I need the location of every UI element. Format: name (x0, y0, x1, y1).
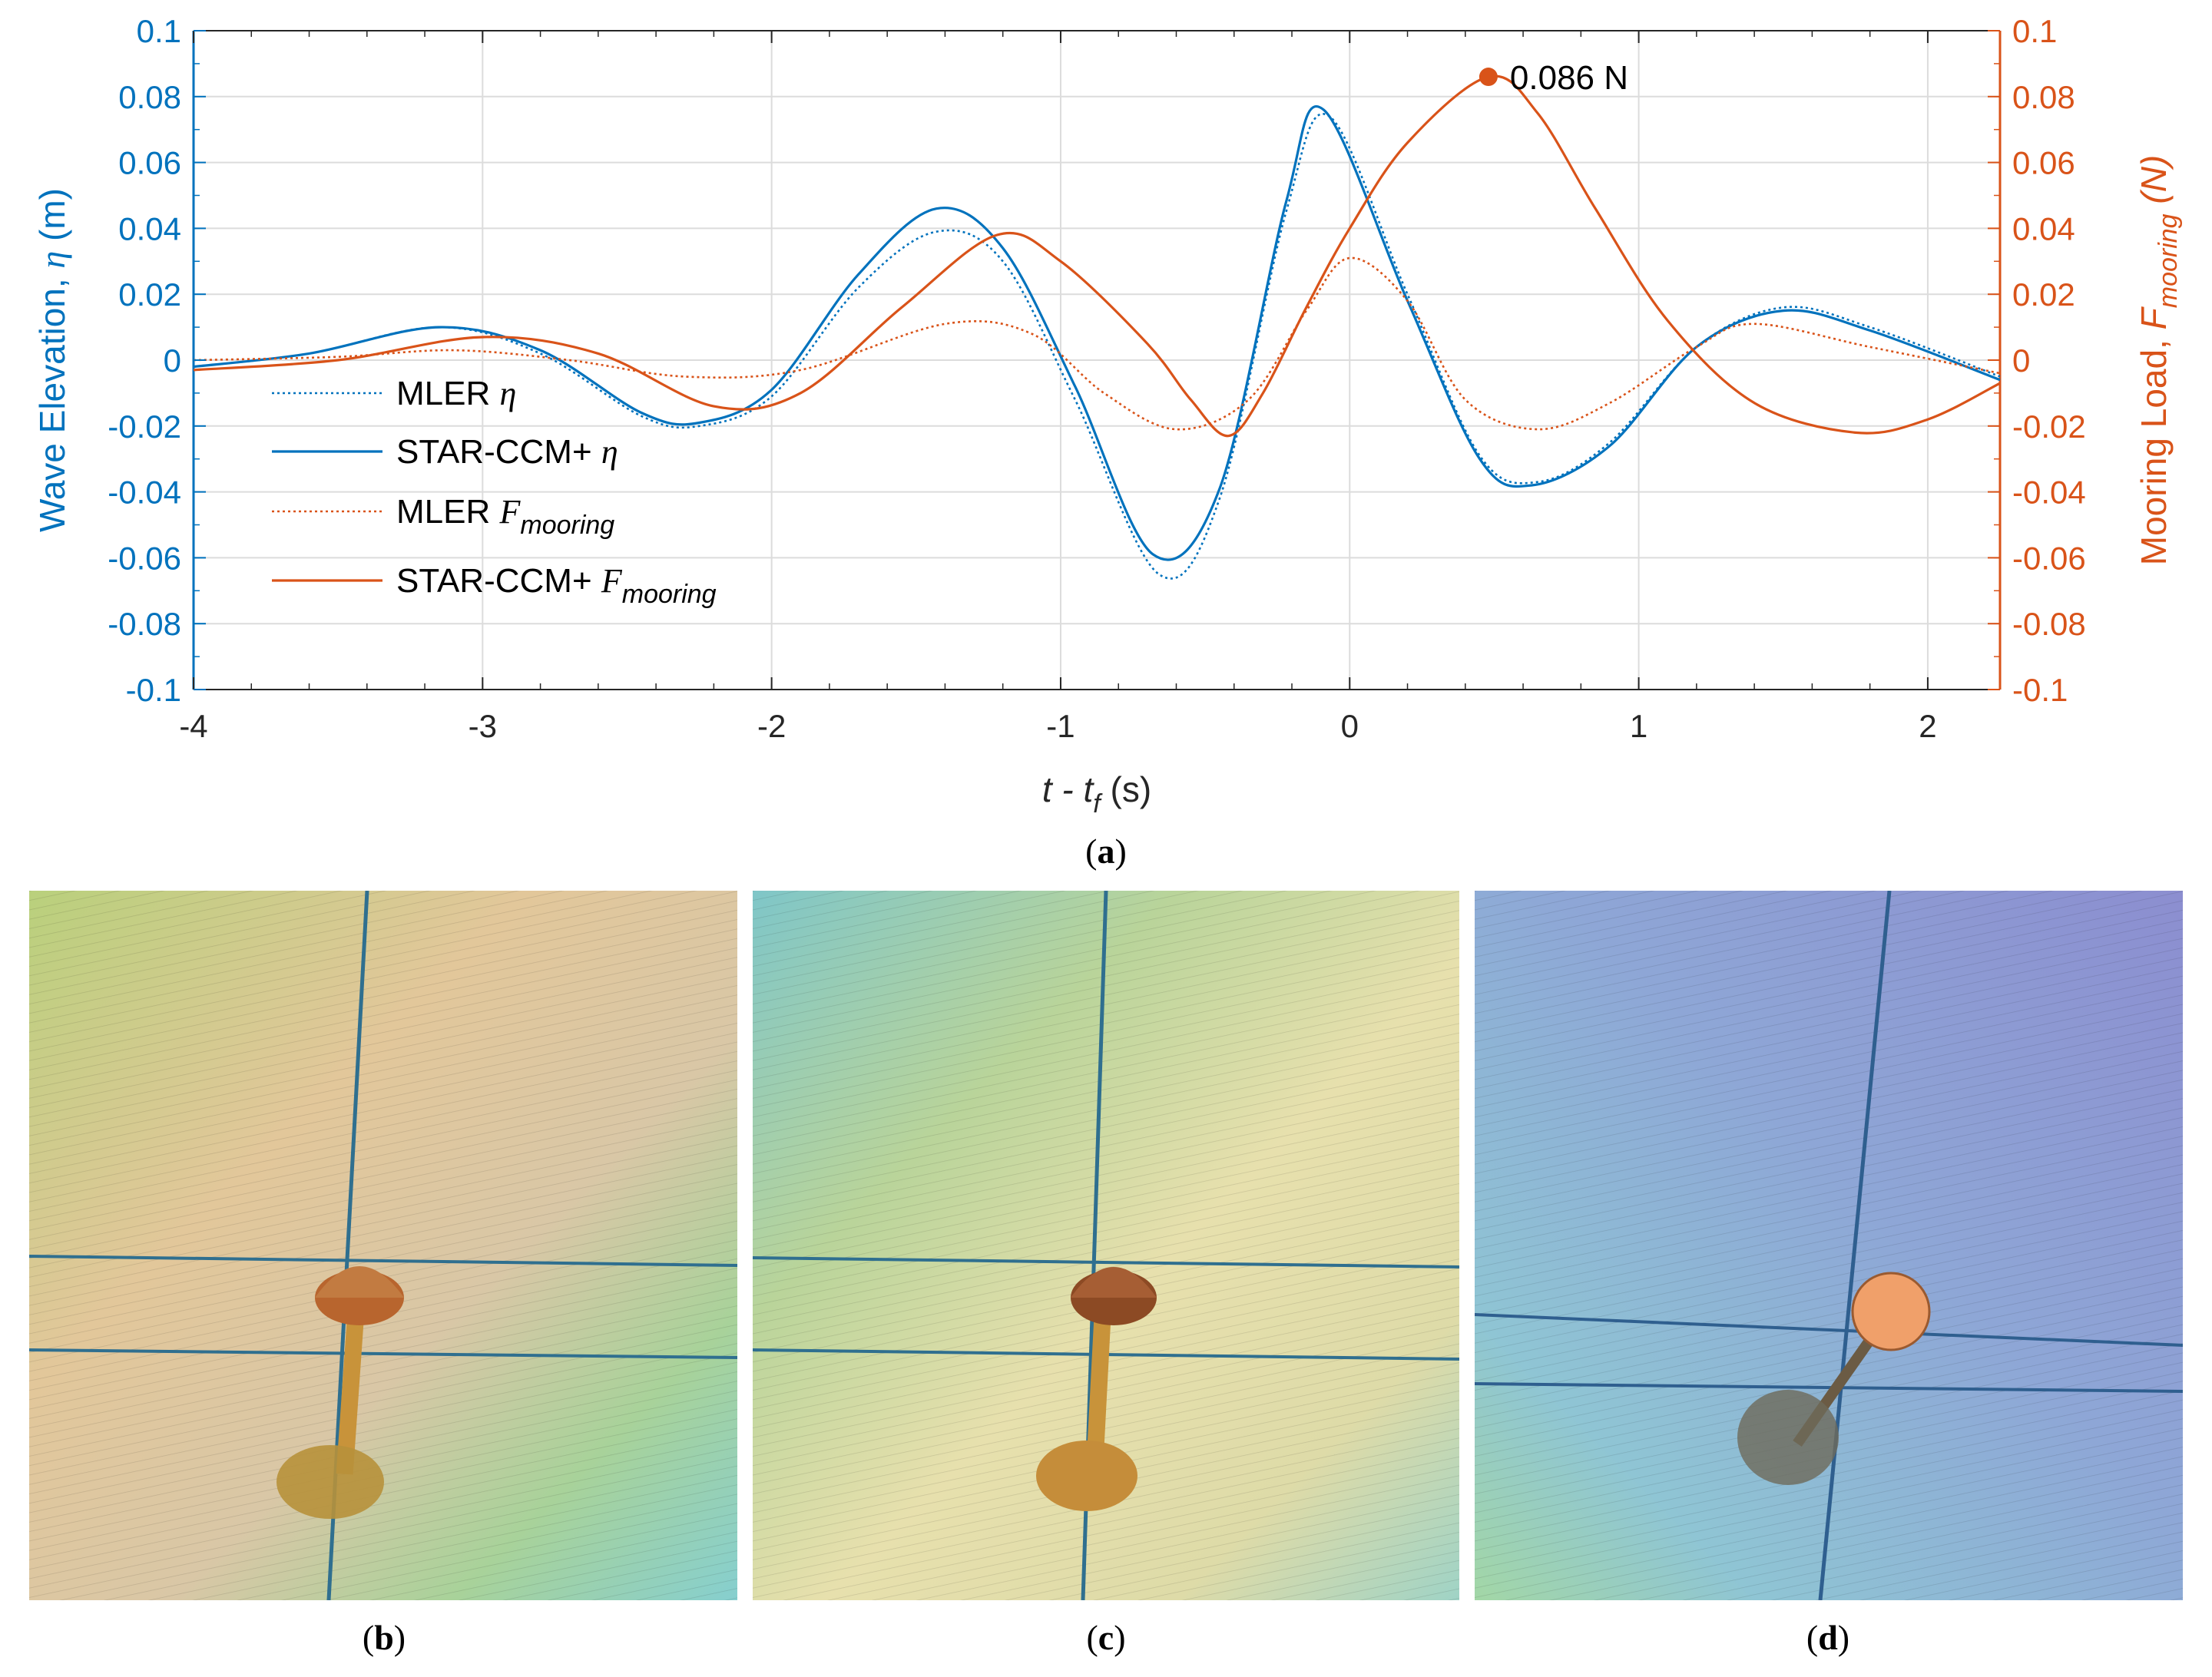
y-right-tick-label: 0.08 (2012, 79, 2075, 115)
y-left-axis-label: Wave Elevation, η (m) (32, 188, 72, 532)
buoy-float-icon (315, 1266, 404, 1325)
legend-label-2: MLER Fmooring (396, 493, 614, 540)
buoy-float-icon (1071, 1267, 1157, 1325)
chart-annotation: 0.086 N (1479, 59, 1628, 97)
y-right-tick-label: 0.1 (2012, 13, 2057, 49)
y-left-tick-label: 0.1 (137, 13, 181, 49)
y-left-tick-label: -0.02 (108, 408, 181, 445)
x-tick-label: -4 (179, 708, 207, 744)
y-left-tick-label: -0.08 (108, 606, 181, 642)
series-line-0 (193, 113, 2001, 580)
chart-legend: MLER η STAR-CCM+ η MLER Fmooring STAR-CCM+ … (272, 375, 717, 609)
y-left-tick-label: 0.08 (118, 79, 181, 115)
x-tick-label: -2 (757, 708, 786, 744)
y-right-tick-label: -0.1 (2012, 672, 2068, 708)
y-right-tick-label: 0 (2012, 342, 2030, 379)
x-axis-label: t - tf (s) (1042, 769, 1151, 819)
panel-b-render (29, 891, 737, 1600)
simulation-panel-c (753, 891, 1459, 1600)
series-line-1 (193, 104, 2001, 561)
caption-c: (c) (1086, 1618, 1126, 1657)
y-left-tick-label: -0.1 (126, 672, 181, 708)
x-tick-label: -1 (1046, 708, 1075, 744)
y-right-tick-label: -0.06 (2012, 540, 2086, 576)
series-line-2 (193, 256, 2001, 431)
x-tick-label: -3 (469, 708, 497, 744)
axis-labels: t - tf (s) Wave Elevation, η (m) Mooring L… (32, 155, 2183, 819)
y-left-tick-label: -0.06 (108, 540, 181, 576)
chart-ticks: -4 -3 -2 -1 0 1 2 -0.1 -0.1 -0.08 -0.08 -0.06 -0.06 -… (108, 13, 2085, 744)
y-right-tick-label: 0.04 (2012, 210, 2075, 246)
heave-plate-icon (1036, 1440, 1137, 1511)
simulation-panel-b (29, 891, 737, 1600)
simulation-panel-d (1475, 891, 2183, 1600)
buoy-float-icon (1851, 1272, 1931, 1351)
y-right-tick-label: 0.02 (2012, 276, 2075, 313)
legend-label-0: MLER η (396, 375, 516, 412)
x-tick-label: 0 (1341, 708, 1359, 744)
wave-mooring-chart: -4 -3 -2 -1 0 1 2 -0.1 -0.1 -0.08 -0.08 -0.06 -0.06 -… (32, 13, 2183, 819)
heave-plate-icon (276, 1445, 384, 1519)
y-right-tick-label: 0.06 (2012, 145, 2075, 181)
y-right-tick-label: -0.02 (2012, 408, 2086, 445)
series-line-3 (193, 74, 2001, 438)
peak-label: 0.086 N (1510, 59, 1628, 97)
y-left-tick-label: -0.04 (108, 475, 181, 511)
heave-plate-icon (1737, 1390, 1839, 1485)
y-left-tick-label: 0.02 (118, 276, 181, 313)
legend-label-3: STAR-CCM+ Fmooring (396, 562, 717, 609)
y-right-axis-label: Mooring Load, Fmooring (N) (2134, 155, 2183, 565)
legend-label-1: STAR-CCM+ η (396, 433, 618, 471)
y-left-tick-label: 0.06 (118, 145, 181, 181)
peak-marker (1479, 68, 1498, 87)
y-left-tick-label: 0.04 (118, 210, 181, 246)
y-right-tick-label: -0.04 (2012, 475, 2086, 511)
caption-a: (a) (1085, 832, 1127, 871)
y-left-tick-label: 0 (164, 342, 181, 379)
caption-d: (d) (1806, 1618, 1850, 1657)
x-tick-label: 2 (1919, 708, 1936, 744)
panel-d-render (1475, 891, 2183, 1600)
panel-c-render (753, 891, 1459, 1600)
caption-b: (b) (362, 1618, 406, 1657)
y-right-tick-label: -0.08 (2012, 606, 2086, 642)
x-tick-label: 1 (1630, 708, 1647, 744)
chart-series (193, 74, 2001, 580)
